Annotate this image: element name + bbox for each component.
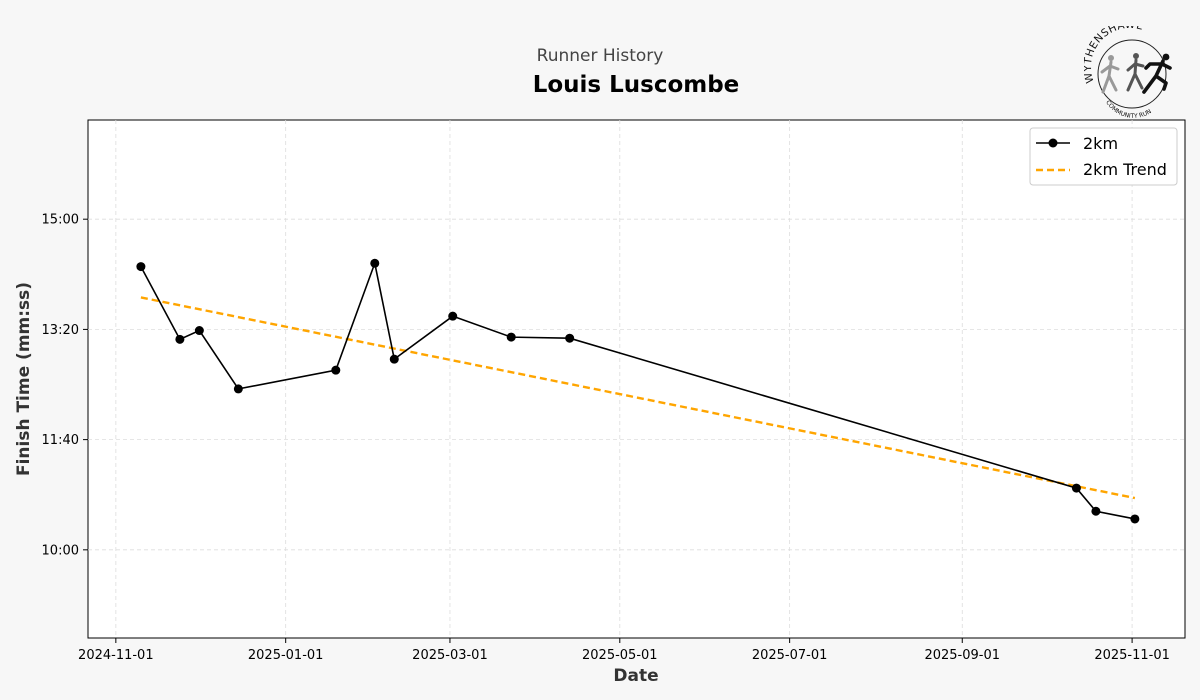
grid-lines — [88, 120, 1185, 638]
data-point-2km — [1130, 514, 1140, 524]
data-point-2km — [331, 365, 341, 375]
data-point-2km — [565, 333, 575, 343]
x-tick-label: 2025-11-01 — [1094, 648, 1170, 663]
y-tick-label: 10:00 — [42, 543, 79, 558]
data-point-2km — [448, 311, 458, 321]
x-tick-label: 2025-05-01 — [582, 648, 658, 663]
legend-label-2km: 2km — [1083, 134, 1118, 153]
x-tick-label: 2024-11-01 — [78, 648, 154, 663]
x-tick-label: 2025-01-01 — [248, 648, 324, 663]
x-tick-label: 2025-09-01 — [924, 648, 1000, 663]
data-point-2km — [1071, 483, 1081, 493]
y-axis: 10:00 11:40 13:20 15:00 — [42, 213, 88, 558]
data-point-2km — [370, 258, 380, 268]
data-point-2km — [233, 384, 243, 394]
y-axis-label: Finish Time (mm:ss) — [14, 282, 34, 476]
x-axis: 2024-11-01 2025-01-01 2025-03-01 2025-05-01… — [78, 638, 1170, 663]
plot-area — [87, 119, 1186, 639]
data-point-2km — [175, 334, 185, 344]
data-point-2km — [506, 332, 516, 342]
x-axis-label: Date — [613, 666, 658, 686]
x-tick-label: 2025-03-01 — [412, 648, 488, 663]
legend-marker-2km — [1048, 138, 1058, 148]
main-series — [136, 258, 1140, 524]
x-tick-label: 2025-07-01 — [752, 648, 828, 663]
trend-series — [140, 296, 1136, 500]
data-point-2km — [1091, 506, 1101, 516]
chart-title: Louis Luscombe — [532, 72, 740, 98]
svg-text:COMMUNITY RUN: COMMUNITY RUN — [1104, 99, 1152, 118]
y-tick-label: 13:20 — [42, 323, 79, 338]
legend-label-trend: 2km Trend — [1083, 160, 1167, 179]
legend: 2km 2km Trend — [1029, 127, 1178, 186]
trend-line — [140, 296, 1136, 500]
data-point-2km — [194, 326, 204, 336]
y-tick-label: 15:00 — [42, 213, 79, 228]
data-point-2km — [389, 354, 399, 364]
chart-supertitle: Runner History — [536, 46, 664, 66]
wythenshawe-logo: WYTHENSHAWE COMMUNITY RUN — [1084, 26, 1172, 118]
y-tick-label: 11:40 — [42, 433, 79, 448]
data-point-2km — [136, 262, 146, 272]
